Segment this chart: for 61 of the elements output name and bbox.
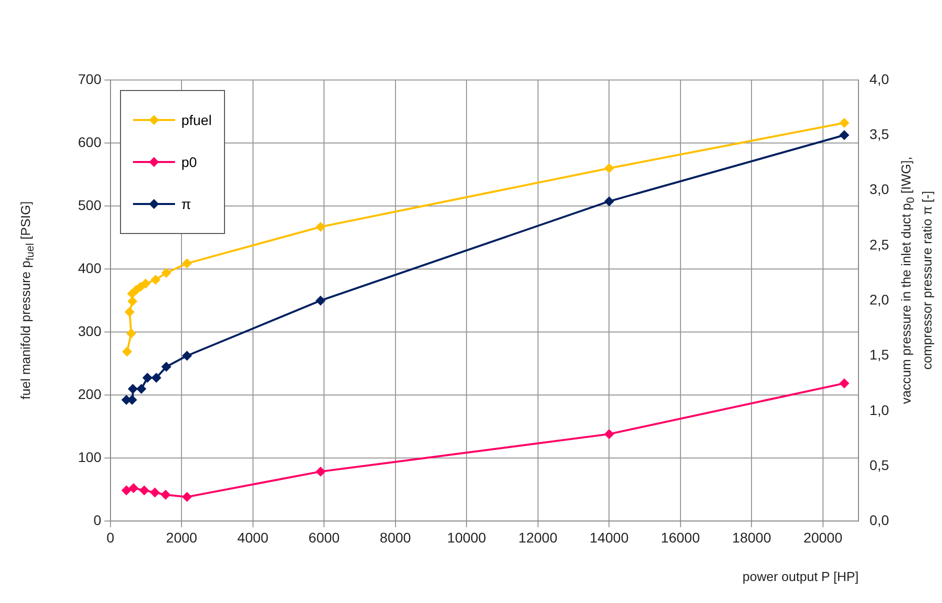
point bbox=[150, 488, 160, 498]
point bbox=[182, 350, 192, 361]
y-tick-label: 200 bbox=[78, 386, 102, 402]
point bbox=[316, 466, 326, 477]
point bbox=[136, 384, 146, 394]
x-tick-label: 0 bbox=[106, 529, 114, 546]
point bbox=[604, 196, 614, 206]
point bbox=[122, 346, 132, 357]
legend-label: π bbox=[181, 196, 192, 212]
point bbox=[839, 118, 850, 128]
y-tick-label: 700 bbox=[78, 70, 102, 87]
x-tick-label: 2000 bbox=[166, 529, 198, 546]
point bbox=[182, 258, 192, 268]
point bbox=[604, 429, 614, 440]
point bbox=[121, 485, 132, 496]
point bbox=[128, 384, 138, 394]
point bbox=[839, 378, 850, 388]
point bbox=[142, 372, 152, 383]
point bbox=[140, 278, 151, 289]
y2-tick-label: 4,0 bbox=[870, 70, 890, 87]
y2-tick-label: 2,5 bbox=[870, 236, 890, 252]
y2-tick-label: 2,0 bbox=[870, 291, 890, 308]
legend-label: p0 bbox=[181, 154, 197, 170]
point bbox=[124, 306, 135, 317]
point bbox=[150, 274, 161, 285]
point bbox=[316, 296, 326, 306]
y-tick-label: 500 bbox=[78, 196, 102, 213]
y2-tick-label: 1,5 bbox=[870, 346, 890, 363]
point bbox=[161, 362, 172, 372]
y2-tick-label: 3,5 bbox=[870, 126, 890, 142]
point bbox=[316, 222, 326, 232]
x-tick-label: 10000 bbox=[447, 529, 486, 546]
x-axis-title: power output P [HP] bbox=[742, 569, 859, 586]
y2-tick-label: 3,0 bbox=[870, 181, 890, 198]
point bbox=[126, 328, 136, 338]
y-tick-label: 600 bbox=[78, 134, 102, 150]
y2-tick-label: 0,0 bbox=[870, 512, 890, 528]
x-tick-label: 6000 bbox=[308, 529, 340, 546]
point bbox=[127, 296, 138, 306]
x-tick-label: 12000 bbox=[518, 529, 558, 546]
x-tick-label: 4000 bbox=[237, 529, 269, 546]
x-tick-label: 14000 bbox=[590, 529, 629, 546]
point bbox=[151, 372, 162, 383]
legend-label: pfuel bbox=[181, 112, 212, 128]
x-tick-label: 20000 bbox=[803, 529, 843, 546]
x-tick-label: 18000 bbox=[732, 529, 772, 546]
point bbox=[604, 163, 614, 174]
y2-tick-label: 1,0 bbox=[870, 402, 890, 418]
point bbox=[128, 483, 139, 494]
x-tick-label: 8000 bbox=[380, 529, 412, 546]
y-tick-label: 0 bbox=[94, 512, 102, 528]
point bbox=[160, 490, 171, 500]
y2-tick-label: 0,5 bbox=[870, 456, 890, 473]
y-tick-label: 100 bbox=[78, 449, 102, 466]
point bbox=[839, 130, 850, 140]
point bbox=[161, 268, 172, 278]
x-tick-label: 16000 bbox=[660, 529, 700, 546]
point bbox=[139, 485, 150, 496]
y-tick-label: 300 bbox=[78, 322, 102, 339]
point bbox=[182, 492, 192, 502]
y-tick-label: 400 bbox=[78, 260, 102, 276]
